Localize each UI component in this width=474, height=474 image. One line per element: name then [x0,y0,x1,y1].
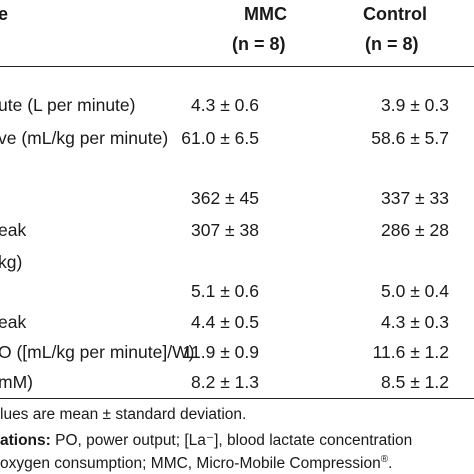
row-control-value: 8.5 ± 1.2 [381,372,449,392]
row-mmc-value: 5.1 ± 0.6 [191,281,259,301]
row-label: eak [0,312,27,332]
footnote-abbreviations-label: ations: [0,432,51,449]
registered-mark: ® [380,453,389,465]
footnote-line-definitions: oxygen consumption; MMC, Micro-Mobile Co… [0,454,392,474]
row-label: kg) [0,252,23,272]
row-mmc-value: 307 ± 38 [191,220,259,240]
footnote-text: lues are mean ± standard deviation. [0,406,247,423]
row-mmc-value: 11.9 ± 0.9 [182,342,259,362]
row-mmc-value: 8.2 ± 1.3 [191,372,259,392]
header-control-title: Control [363,4,427,24]
row-mmc-value: 4.3 ± 0.6 [191,95,259,115]
row-label: ve (mL/kg per minute) [0,128,169,148]
row-control-value: 337 ± 33 [381,188,449,208]
row-label: ute (L per minute) [0,95,136,115]
row-mmc-value: 4.4 ± 0.5 [191,312,259,332]
row-control-value: 58.6 ± 5.7 [371,128,449,148]
footnote-text: PO, power output; [La⁻], blood lactate c… [50,432,413,449]
row-control-value: 5.0 ± 0.4 [381,281,449,301]
row-mmc-value: 61.0 ± 6.5 [181,128,259,148]
table-bottom-rule [0,398,474,399]
row-label: O ([mL/kg per minute]/W) [0,342,195,362]
row-label: eak [0,220,27,240]
row-control-value: 11.6 ± 1.2 [372,342,449,362]
header-divider [0,66,474,67]
row-label: mM) [0,372,33,392]
header-control-n: (n = 8) [365,34,419,54]
header-label-column: e [0,4,9,24]
footnote-text: . [388,455,393,472]
header-mmc-n: (n = 8) [232,34,286,54]
footnote-line-values: lues are mean ± standard deviation. [0,405,246,425]
footnote-text: oxygen consumption; MMC, Micro-Mobile Co… [0,455,381,472]
row-control-value: 3.9 ± 0.3 [381,95,449,115]
row-mmc-value: 362 ± 45 [191,188,259,208]
footnote-line-abbreviations: ations: PO, power output; [La⁻], blood l… [0,431,412,451]
row-control-value: 4.3 ± 0.3 [381,312,449,332]
header-mmc-title: MMC [244,4,287,24]
row-control-value: 286 ± 28 [381,220,449,240]
